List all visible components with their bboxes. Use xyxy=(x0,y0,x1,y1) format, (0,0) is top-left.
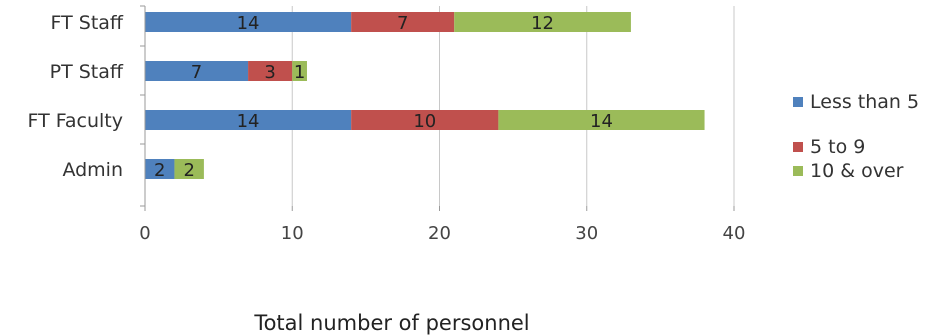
bar-pt-staff-10-and-over xyxy=(292,61,307,81)
bar-ft-staff-10-and-over xyxy=(454,12,631,32)
bar-admin-10-and-over xyxy=(174,159,204,179)
bar-ft-staff-less-than-5 xyxy=(145,12,352,32)
data-label-ft-faculty-10-and-over: 14 xyxy=(590,111,613,132)
y-category-label-pt-staff: PT Staff xyxy=(50,61,124,83)
data-label-ft-faculty-5-to-9: 10 xyxy=(413,111,436,132)
data-label-pt-staff-5-to-9: 3 xyxy=(264,62,275,83)
y-category-label-ft-staff: FT Staff xyxy=(51,12,124,34)
data-labels: 14 7 12 7 3 1 14 10 14 2 2 xyxy=(154,13,613,181)
y-category-label-ft-faculty: FT Faculty xyxy=(27,110,123,132)
data-label-admin-10-and-over: 2 xyxy=(183,160,194,181)
data-label-pt-staff-less-than-5: 7 xyxy=(191,62,202,83)
bar-admin-less-than-5 xyxy=(145,159,175,179)
x-tick-label-30: 30 xyxy=(575,223,598,244)
legend-swatch-less-than-5 xyxy=(793,97,803,107)
legend-swatch-5-to-9 xyxy=(793,142,803,152)
x-axis-title: Total number of personnel xyxy=(253,311,529,335)
data-label-pt-staff-10-and-over: 1 xyxy=(294,62,305,83)
legend: Less than 5 5 to 910 & over xyxy=(793,91,919,182)
legend-label-less-than-5: Less than 5 xyxy=(810,91,919,113)
legend-label-10-and-over: 10 & over xyxy=(810,160,904,182)
gridlines xyxy=(291,6,735,206)
legend-swatch-10-and-over xyxy=(793,166,803,176)
x-tick-label-10: 10 xyxy=(281,223,304,244)
axes: 0 10 20 30 40 FT Staff PT Staff FT Faculty Admin xyxy=(27,5,746,244)
bar-ft-faculty-10-and-over xyxy=(498,110,705,130)
legend-label-5-to-9: 5 to 9 xyxy=(810,136,865,158)
data-label-ft-staff-5-to-9: 7 xyxy=(397,13,408,34)
data-label-ft-staff-10-and-over: 12 xyxy=(531,13,554,34)
bars xyxy=(145,12,705,179)
data-label-ft-faculty-less-than-5: 14 xyxy=(237,111,260,132)
x-tick-label-20: 20 xyxy=(428,223,451,244)
bar-pt-staff-less-than-5 xyxy=(145,61,249,81)
y-category-label-admin: Admin xyxy=(62,159,123,181)
x-tick-label-40: 40 xyxy=(723,223,746,244)
data-label-admin-less-than-5: 2 xyxy=(154,160,165,181)
bar-pt-staff-5-to-9 xyxy=(248,61,293,81)
bar-ft-faculty-less-than-5 xyxy=(145,110,352,130)
bar-ft-faculty-5-to-9 xyxy=(351,110,499,130)
x-tick-label-0: 0 xyxy=(139,223,150,244)
data-label-ft-staff-less-than-5: 14 xyxy=(237,13,260,34)
bar-ft-staff-5-to-9 xyxy=(351,12,455,32)
